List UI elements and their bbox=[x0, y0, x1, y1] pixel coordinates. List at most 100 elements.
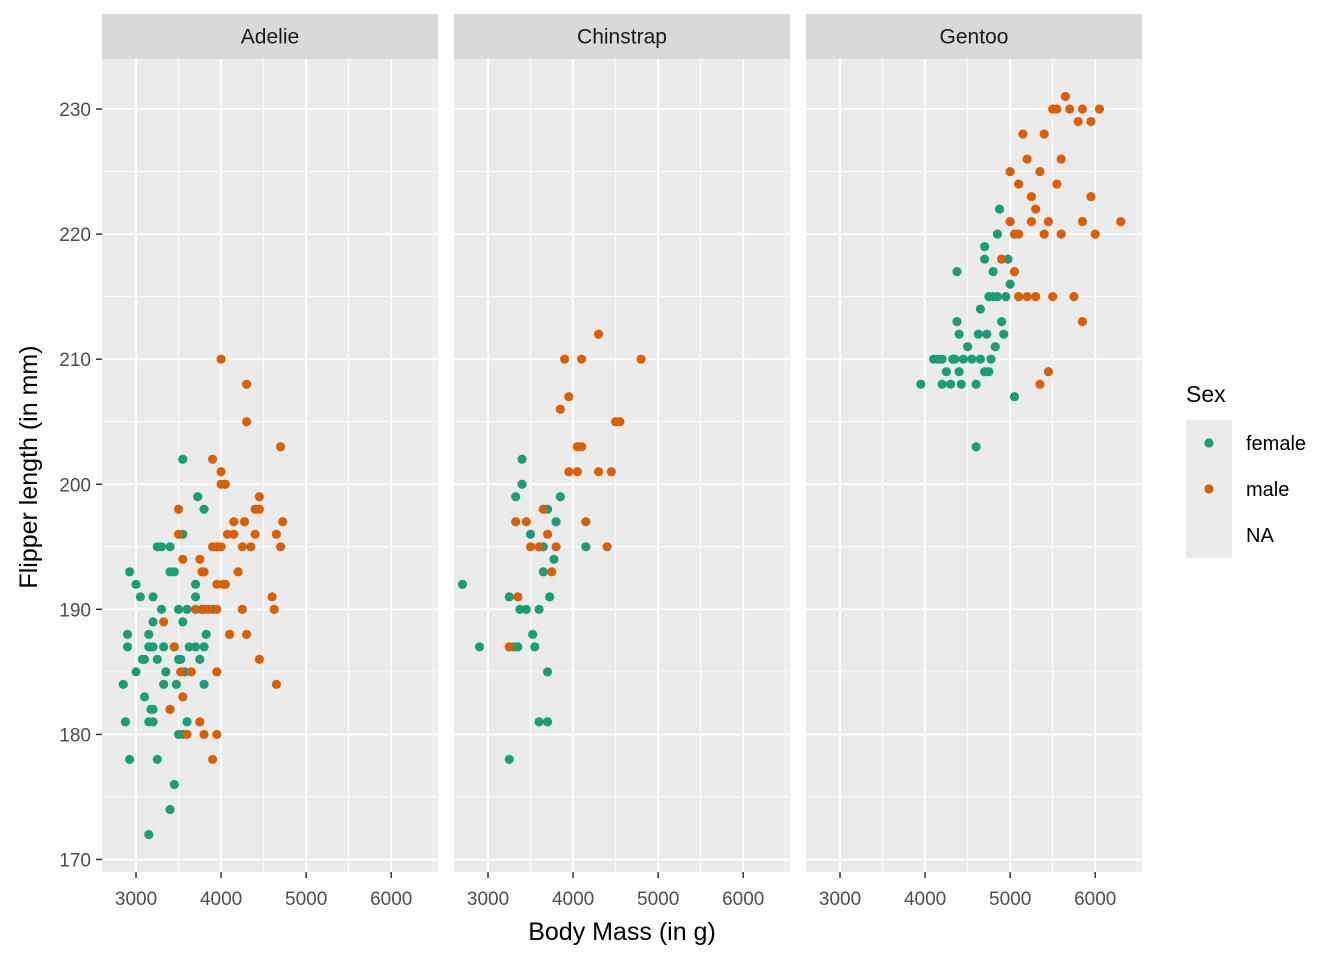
data-point bbox=[534, 604, 544, 614]
y-tick-label: 180 bbox=[59, 725, 91, 746]
data-point bbox=[186, 667, 196, 677]
data-point bbox=[148, 717, 158, 727]
x-tick-label: 5000 bbox=[285, 889, 327, 910]
data-point bbox=[139, 654, 150, 664]
data-point bbox=[576, 354, 587, 364]
data-point bbox=[973, 329, 983, 339]
data-point bbox=[511, 517, 521, 527]
data-point bbox=[975, 354, 985, 364]
facet-strip bbox=[454, 14, 790, 59]
data-point bbox=[521, 517, 531, 527]
data-point bbox=[169, 642, 179, 652]
data-point bbox=[1026, 217, 1037, 227]
data-point bbox=[963, 342, 973, 352]
legend-entry-female: female bbox=[1186, 420, 1306, 466]
data-point bbox=[131, 667, 141, 677]
x-tick-label: 3000 bbox=[467, 889, 509, 910]
data-point bbox=[1086, 116, 1096, 127]
legend-label: NA bbox=[1246, 525, 1274, 547]
data-point bbox=[242, 629, 252, 639]
data-point bbox=[1069, 292, 1079, 302]
data-point bbox=[199, 504, 209, 514]
data-point bbox=[937, 379, 947, 389]
data-point bbox=[195, 554, 205, 564]
data-point bbox=[190, 579, 201, 589]
data-point bbox=[980, 254, 990, 264]
data-point bbox=[958, 354, 968, 364]
data-point bbox=[990, 342, 1000, 352]
data-point bbox=[545, 592, 555, 602]
data-point bbox=[517, 454, 527, 464]
x-tick-label: 6000 bbox=[1074, 889, 1116, 910]
data-point bbox=[1031, 204, 1041, 214]
data-point bbox=[176, 667, 186, 677]
data-point bbox=[513, 642, 523, 652]
data-point bbox=[178, 554, 188, 564]
data-point bbox=[474, 642, 485, 652]
data-point bbox=[165, 704, 175, 715]
data-point bbox=[237, 542, 247, 552]
data-point bbox=[178, 454, 188, 464]
data-point bbox=[276, 542, 286, 552]
data-point bbox=[1056, 154, 1066, 164]
legend-label: male bbox=[1246, 479, 1289, 501]
y-tick-label: 200 bbox=[59, 475, 91, 496]
data-point bbox=[156, 604, 167, 614]
data-point bbox=[148, 642, 158, 652]
data-point bbox=[1048, 292, 1058, 302]
data-point bbox=[1035, 166, 1045, 177]
data-point bbox=[216, 354, 226, 364]
data-point bbox=[152, 654, 162, 664]
data-point bbox=[254, 504, 264, 514]
data-point bbox=[1001, 292, 1011, 302]
data-point bbox=[602, 542, 612, 552]
data-point bbox=[1022, 154, 1032, 164]
facet-panel-gentoo: Gentoo bbox=[806, 14, 1142, 872]
data-point bbox=[967, 354, 977, 364]
data-point bbox=[511, 492, 521, 502]
data-point bbox=[199, 567, 209, 577]
data-point bbox=[120, 717, 130, 727]
data-point bbox=[190, 604, 201, 614]
data-point bbox=[254, 654, 264, 664]
data-point bbox=[997, 317, 1007, 327]
data-point bbox=[190, 642, 201, 652]
y-tick-label: 210 bbox=[59, 350, 91, 371]
x-tick-label: 5000 bbox=[989, 889, 1031, 910]
data-point bbox=[954, 329, 964, 339]
data-point bbox=[229, 529, 239, 539]
data-point bbox=[242, 417, 252, 427]
data-point bbox=[1060, 91, 1071, 102]
data-point bbox=[956, 379, 966, 389]
data-point bbox=[190, 592, 201, 602]
data-point bbox=[542, 717, 553, 727]
data-point bbox=[199, 679, 209, 689]
data-point bbox=[1014, 229, 1024, 239]
data-point bbox=[201, 629, 211, 639]
data-point bbox=[542, 667, 553, 677]
data-point bbox=[125, 567, 135, 577]
data-point bbox=[542, 529, 553, 539]
data-point bbox=[1073, 116, 1083, 127]
data-point bbox=[547, 567, 557, 577]
data-point bbox=[1009, 392, 1020, 402]
series-adelie-male bbox=[159, 354, 288, 765]
data-point bbox=[212, 667, 222, 677]
facet-strip bbox=[806, 14, 1142, 59]
data-point bbox=[122, 629, 133, 639]
panel-background bbox=[454, 59, 790, 872]
data-point bbox=[1086, 191, 1096, 202]
data-point bbox=[222, 529, 233, 539]
x-tick-label: 3000 bbox=[115, 889, 157, 910]
data-point bbox=[1005, 217, 1015, 227]
y-tick-label: 220 bbox=[59, 225, 91, 246]
data-point bbox=[1014, 179, 1024, 189]
data-point bbox=[941, 367, 951, 377]
data-point bbox=[203, 604, 213, 614]
data-point bbox=[971, 379, 981, 389]
data-point bbox=[975, 304, 985, 314]
series-chinstrap-female bbox=[457, 454, 591, 765]
data-point bbox=[229, 517, 239, 527]
x-axis-title: Body Mass (in g) bbox=[528, 918, 716, 946]
y-tick-label: 190 bbox=[59, 600, 91, 621]
